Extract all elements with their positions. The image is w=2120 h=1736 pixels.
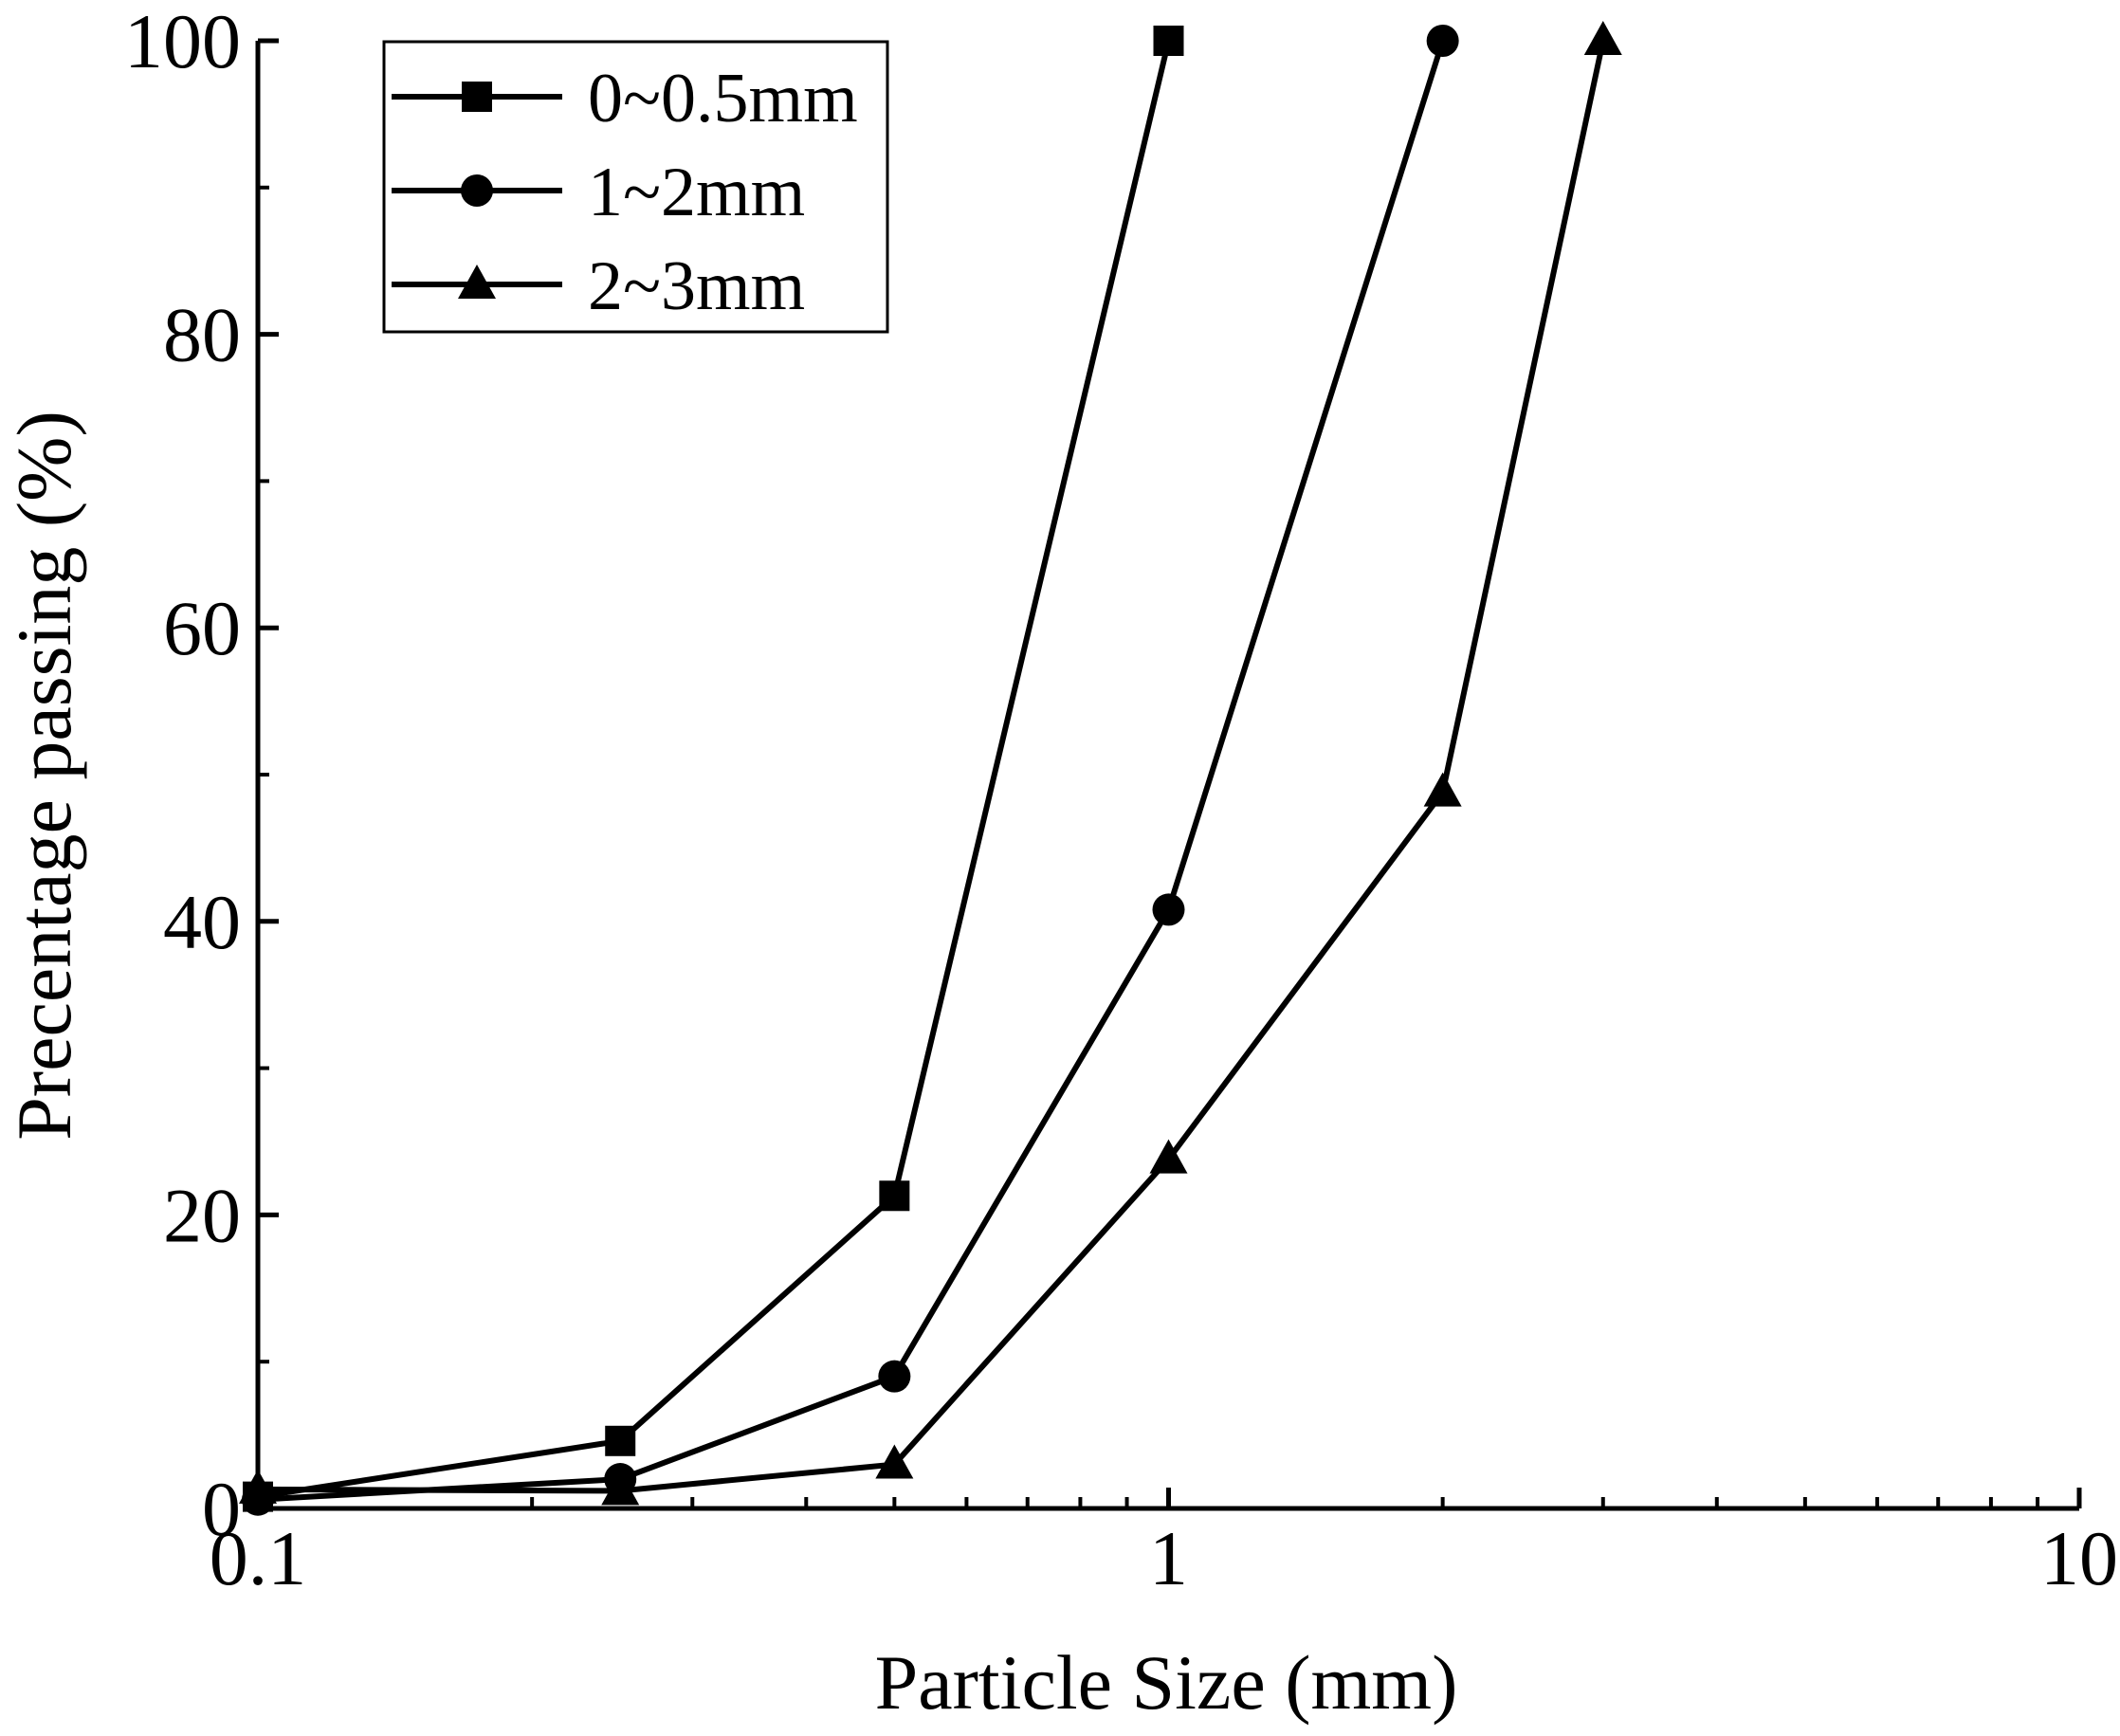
legend-item: 0~0.5mm [392,60,858,137]
data-point [1153,26,1184,56]
data-point [601,1471,640,1506]
x-tick-label: 10 [2040,1515,2118,1601]
y-tick-label: 80 [163,292,241,378]
x-tick-label: 1 [1149,1515,1188,1601]
y-tick-label: 0 [202,1466,241,1552]
legend-item: 1~2mm [392,154,805,231]
data-point [1426,25,1459,57]
data-point [878,1360,911,1393]
series-3 [239,21,1622,1506]
ticks: 0 20 40 60 80 100 0.1 1 10 [124,0,2118,1601]
legend-marker [462,82,492,112]
data-point [605,1425,636,1456]
legend-label: 2~3mm [588,247,805,325]
data-point [239,1469,277,1504]
legend-item: 2~3mm [392,247,805,325]
legend-label: 1~2mm [588,154,805,231]
data-point [1583,21,1622,55]
series-line [257,40,1606,1494]
y-tick-label: 60 [163,585,241,671]
series-line [257,40,1172,1500]
y-tick-label: 100 [124,0,241,84]
legend: 0~0.5mm 1~2mm 2~3mm [382,40,889,334]
data-point [879,1180,910,1212]
data-point [1149,1139,1188,1174]
data-point [875,1444,914,1479]
legend-label: 0~0.5mm [588,60,858,137]
y-tick-label: 20 [163,1172,241,1258]
y-tick-label: 40 [163,879,241,965]
x-tick-label: 0.1 [210,1515,307,1601]
legend-marker [461,174,493,207]
data-point [1423,772,1462,807]
series-layer [239,21,1622,1516]
legend-marker [458,265,496,299]
y-axis-title: Precentage passing (%) [1,411,87,1141]
x-axis-title: Particle Size (mm) [875,1639,1458,1726]
data-point [1152,893,1185,926]
